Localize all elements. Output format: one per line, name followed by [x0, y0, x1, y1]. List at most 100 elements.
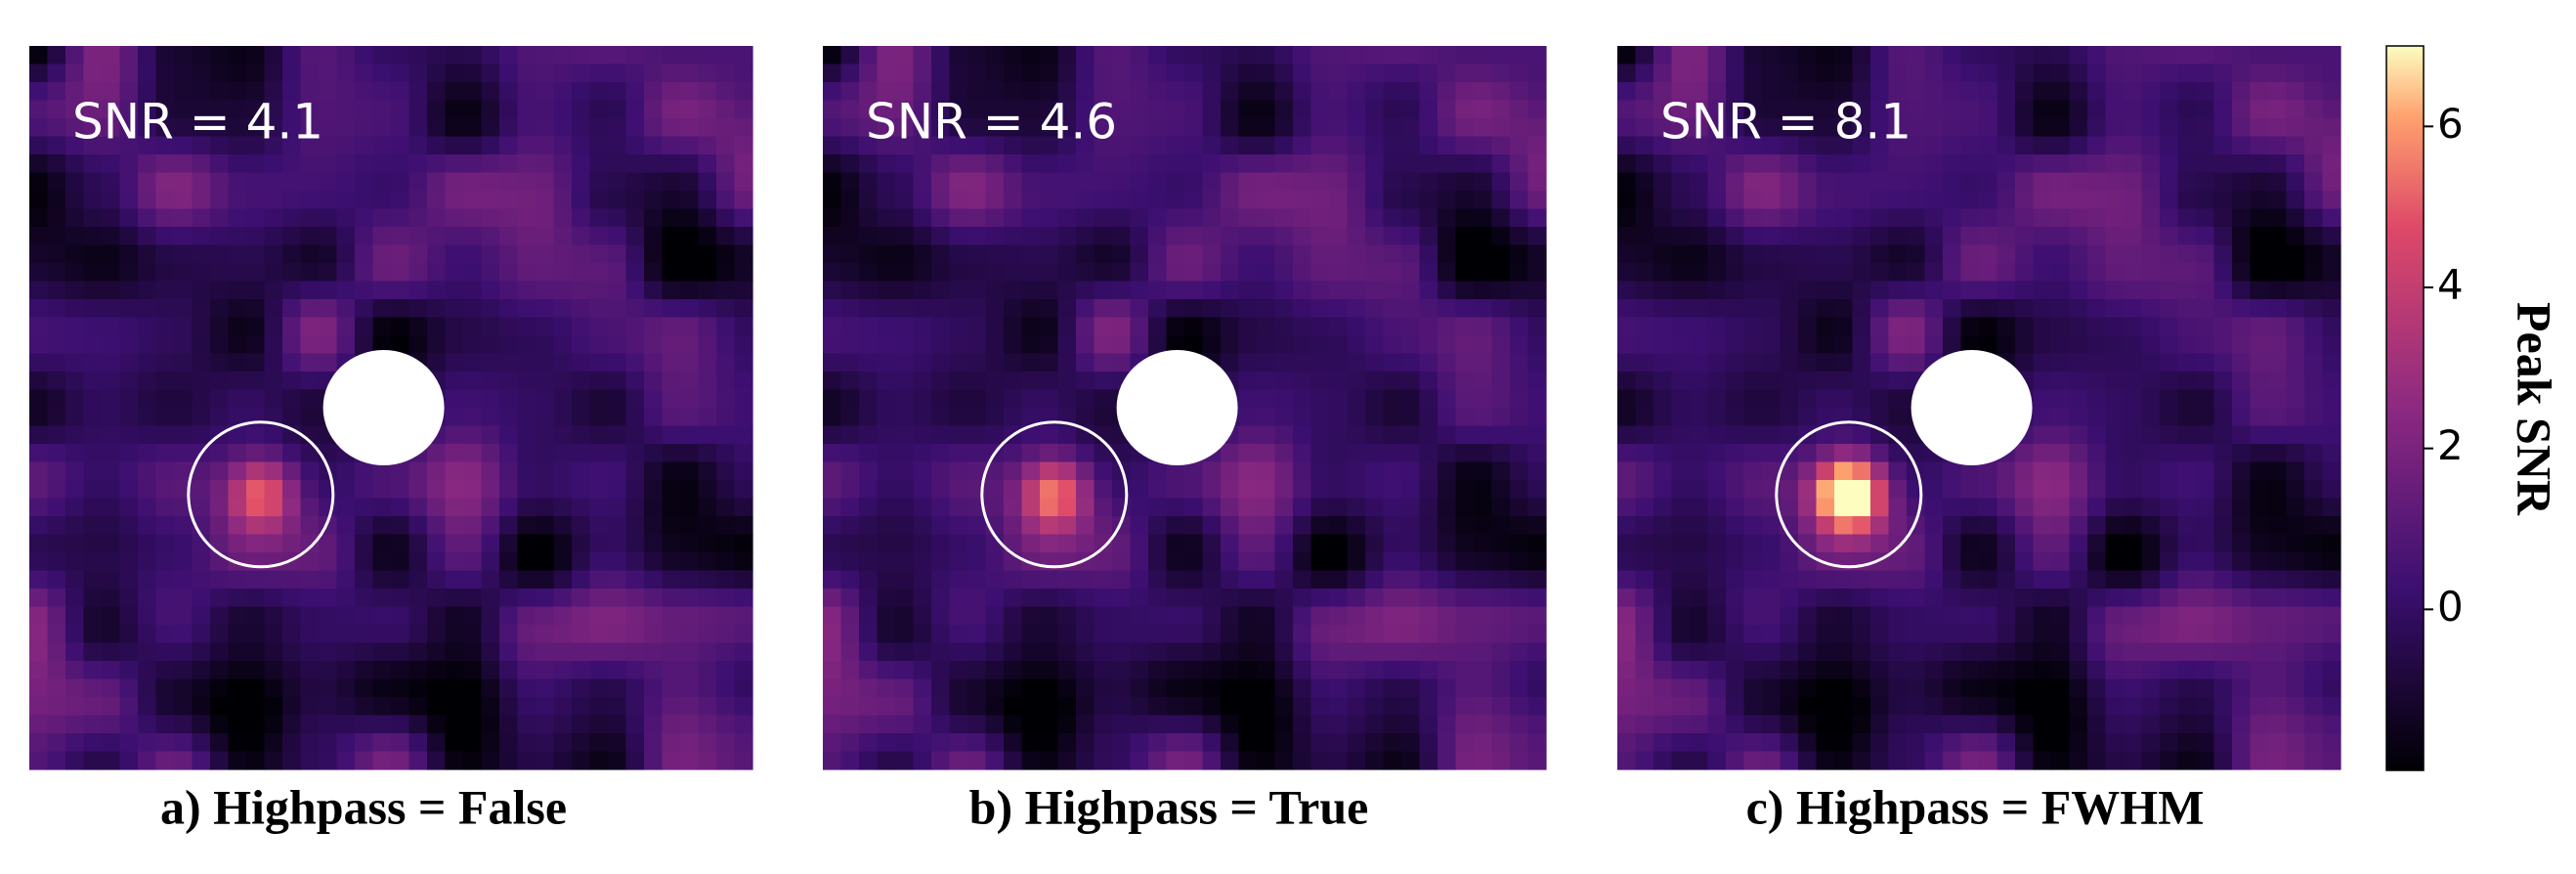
heatmap-cell [931, 552, 951, 572]
heatmap-cell [1329, 118, 1349, 138]
heatmap-cell [246, 534, 266, 553]
heatmap-cell [1474, 606, 1493, 626]
heatmap-cell [391, 733, 410, 753]
heatmap-cell [1040, 299, 1059, 319]
heatmap-cell [481, 154, 500, 174]
heatmap-cell [572, 299, 591, 319]
heatmap-cell [1907, 625, 1926, 644]
heatmap-cell [1221, 82, 1240, 102]
heatmap-cell [1474, 244, 1493, 264]
heatmap-cell [1870, 715, 1890, 734]
heatmap-cell [408, 678, 428, 698]
heatmap-cell [481, 516, 500, 536]
heatmap-cell [1202, 516, 1222, 536]
heatmap-cell [355, 82, 374, 102]
heatmap-cell [155, 678, 175, 698]
heatmap-cell [985, 625, 1005, 644]
heatmap-cell [1816, 408, 1835, 427]
heatmap-cell [246, 697, 266, 717]
heatmap-cell [1762, 733, 1782, 753]
heatmap-cell [2124, 82, 2143, 102]
heatmap-cell [1743, 751, 1763, 770]
heatmap-cell [1438, 118, 1457, 138]
heatmap-cell [119, 715, 139, 734]
heatmap-cell [1474, 733, 1493, 753]
heatmap-cell [1401, 516, 1421, 536]
heatmap-cell [228, 389, 247, 409]
heatmap-cell [517, 118, 537, 138]
heatmap-cell [2304, 661, 2324, 680]
heatmap-cell [572, 46, 591, 66]
heatmap-cell [2160, 715, 2179, 734]
heatmap-cell [1257, 172, 1276, 192]
heatmap-cell [1184, 625, 1204, 644]
heatmap-cell [2232, 697, 2252, 717]
heatmap-cell [138, 480, 157, 500]
heatmap-cell [47, 227, 66, 246]
heatmap-cell [228, 227, 247, 246]
heatmap-cell [391, 516, 410, 536]
heatmap-cell [319, 661, 338, 680]
heatmap-cell [1184, 64, 1204, 83]
heatmap-cell [2196, 353, 2215, 372]
heatmap-cell [698, 191, 717, 210]
heatmap-cell [2160, 642, 2179, 662]
heatmap-cell [1076, 46, 1095, 66]
heatmap-cell [2160, 751, 2179, 770]
heatmap-cell [408, 263, 428, 283]
heatmap-cell [536, 751, 555, 770]
heatmap-cell [1365, 371, 1385, 391]
heatmap-cell [499, 408, 519, 427]
heatmap-cell [1870, 172, 1890, 192]
heatmap-cell [1617, 118, 1637, 138]
heatmap-cell [1184, 82, 1204, 102]
heatmap-cell [572, 317, 591, 336]
heatmap-cell [47, 589, 66, 608]
heatmap-cell [1960, 516, 1980, 536]
heatmap-cell [1274, 715, 1294, 734]
heatmap-cell [662, 733, 681, 753]
heatmap-cell [1057, 136, 1077, 155]
heatmap-cell [913, 552, 932, 572]
heatmap-cell [1021, 227, 1041, 246]
heatmap-cell [336, 678, 356, 698]
heatmap-cell [83, 191, 103, 210]
heatmap-cell [625, 642, 645, 662]
heatmap-cell [155, 444, 175, 463]
heatmap-cell [734, 191, 753, 210]
heatmap-cell [83, 64, 103, 83]
heatmap-cell [823, 589, 842, 608]
heatmap-cell [174, 263, 193, 283]
heatmap-cell [1474, 118, 1493, 138]
heatmap-cell [1635, 64, 1654, 83]
heatmap-cell [1960, 498, 1980, 517]
heatmap-cell [949, 172, 968, 192]
heatmap-cell [1238, 733, 1258, 753]
heatmap-cell [1852, 100, 1871, 119]
heatmap-cell [1834, 516, 1854, 536]
heatmap-cell [1094, 480, 1113, 500]
heatmap-cell [1057, 154, 1077, 174]
heatmap-cell [1834, 389, 1854, 409]
heatmap-cell [138, 389, 157, 409]
heatmap-cell [1888, 191, 1908, 210]
heatmap-cell [481, 408, 500, 427]
heatmap-cell [282, 461, 302, 481]
heatmap-cell [1221, 733, 1240, 753]
heatmap-cell [662, 678, 681, 698]
heatmap-cell [427, 118, 447, 138]
heatmap-cell [355, 227, 374, 246]
heatmap-cell [210, 136, 230, 155]
heatmap-cell [716, 444, 736, 463]
heatmap-cell [499, 425, 519, 445]
heatmap-cell [2124, 678, 2143, 698]
heatmap-cell [1365, 263, 1385, 283]
heatmap-cell [1419, 534, 1438, 553]
heatmap-cell [1221, 136, 1240, 155]
heatmap-cell [29, 118, 49, 138]
heatmap-cell [2087, 335, 2107, 355]
heatmap-cell [481, 589, 500, 608]
heatmap-cell [1094, 172, 1113, 192]
heatmap-cell [1527, 425, 1547, 445]
heatmap-cell [1798, 172, 1818, 192]
